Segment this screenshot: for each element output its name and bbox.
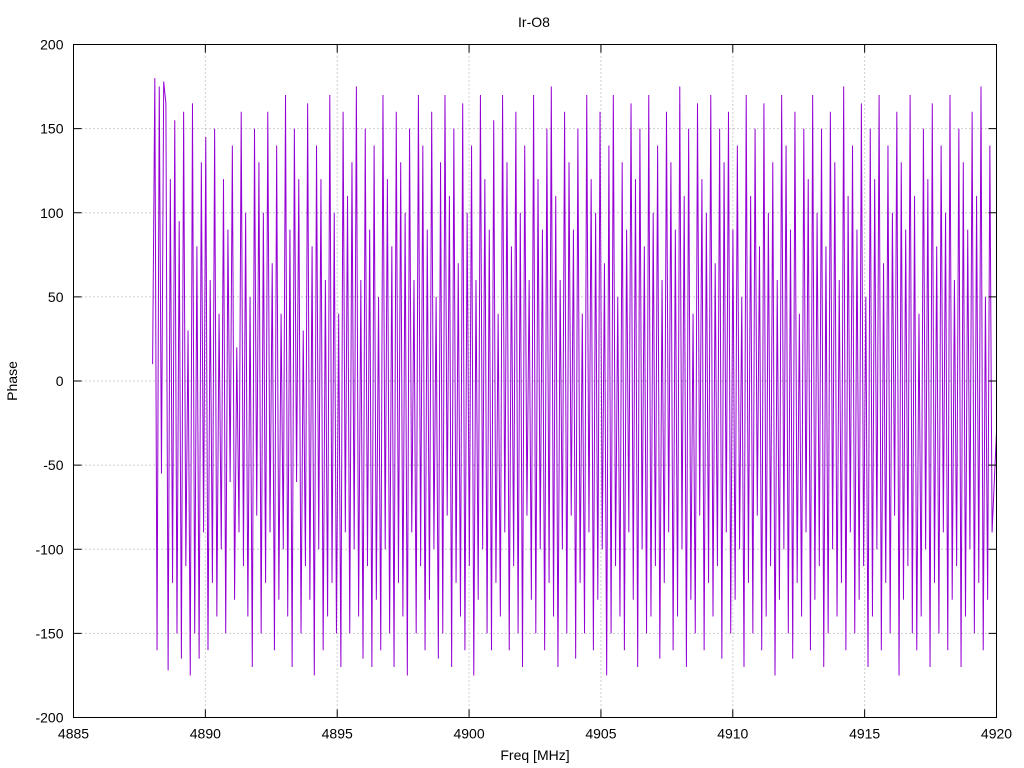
x-tick-labels: 4885 4890 4895 4900 4905 4910 4915 4920 <box>58 726 1012 742</box>
y-axis-label: Phase <box>4 361 20 401</box>
y-tick-label: 200 <box>40 37 64 53</box>
series-line <box>152 78 997 676</box>
series-layer <box>152 78 997 676</box>
x-tick-label: 4910 <box>717 726 748 742</box>
y-tick-label: -50 <box>43 457 63 473</box>
y-tick-label: 0 <box>56 373 64 389</box>
x-tick-label: 4915 <box>849 726 880 742</box>
y-tick-label: 100 <box>40 205 64 221</box>
x-axis-label: Freq [MHz] <box>500 747 569 763</box>
x-tick-label: 4895 <box>322 726 353 742</box>
x-tick-label: 4900 <box>453 726 484 742</box>
y-tick-label: 150 <box>40 121 64 137</box>
y-tick-label: -100 <box>35 541 63 557</box>
y-tick-label: -150 <box>35 625 63 641</box>
y-tick-label: -200 <box>35 710 63 726</box>
y-tick-label: 50 <box>48 289 64 305</box>
x-tick-label: 4905 <box>585 726 616 742</box>
x-tick-label: 4920 <box>981 726 1012 742</box>
ticks <box>73 44 997 718</box>
y-tick-labels: -200 -150 -100 -50 0 50 100 150 200 <box>35 37 63 726</box>
x-tick-label: 4885 <box>58 726 89 742</box>
chart-title: Ir-O8 <box>518 14 550 30</box>
x-tick-label: 4890 <box>190 726 221 742</box>
